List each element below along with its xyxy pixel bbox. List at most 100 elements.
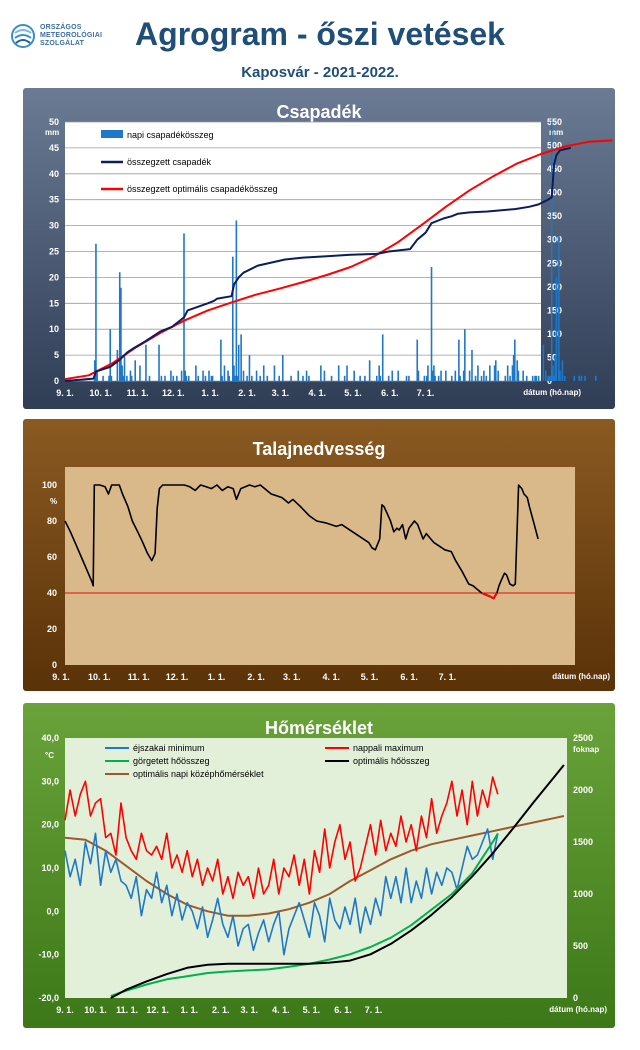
- precip-bar: [522, 370, 524, 381]
- x-tick-label: 2. 1.: [238, 388, 256, 398]
- precip-bar: [305, 370, 308, 381]
- precip-bar: [208, 370, 210, 381]
- y-tick-label: 45: [49, 143, 59, 153]
- precip-bar: [534, 375, 536, 381]
- precip-bar: [164, 375, 166, 381]
- series-line-rolling-heat-sum: [110, 833, 499, 997]
- legend-label: összegzett optimális csapadékösszeg: [127, 184, 278, 194]
- precip-bar: [197, 375, 200, 381]
- logo-line-2: METEOROLÓGIAI: [40, 32, 103, 39]
- precip-bar: [549, 375, 552, 381]
- precip-bar: [130, 375, 133, 381]
- precip-bar: [368, 360, 371, 381]
- y-tick-label: 0: [52, 660, 57, 670]
- precip-bar: [170, 370, 172, 381]
- precip-bar: [233, 365, 235, 381]
- precip-bar: [504, 375, 507, 381]
- precip-bar: [464, 329, 466, 381]
- y-tick-label: 20,0: [41, 820, 59, 830]
- precip-bar: [248, 355, 251, 381]
- legend-label: görgetett hőösszeg: [133, 756, 210, 766]
- legend-label: nappali maximum: [353, 743, 424, 753]
- precip-bar: [95, 243, 97, 381]
- y-right-tick-label: 500: [547, 141, 562, 151]
- precip-bar: [387, 375, 390, 381]
- precip-bar: [129, 370, 132, 381]
- precip-bar: [531, 375, 534, 381]
- x-tick-label: 4. 1.: [323, 672, 341, 682]
- precip-bar: [187, 375, 190, 381]
- y-tick-label: 10: [49, 324, 59, 334]
- precip-bar: [553, 375, 555, 381]
- precip-bar: [353, 370, 355, 381]
- legend-label: éjszakai minimum: [133, 743, 205, 753]
- x-tick-label: 1. 1.: [201, 388, 219, 398]
- precip-bar: [433, 365, 435, 381]
- precip-bar: [558, 235, 560, 381]
- y-tick-label: 0,0: [46, 906, 59, 916]
- precip-bar: [535, 375, 538, 381]
- precip-bar: [359, 375, 361, 381]
- precip-bar: [220, 339, 222, 381]
- precip-bar: [240, 334, 242, 381]
- y-right-tick-label: 2000: [573, 785, 593, 795]
- precip-bar: [102, 375, 104, 381]
- precip-bar: [425, 375, 428, 381]
- x-tick-label: 4. 1.: [272, 1005, 290, 1015]
- precip-bar: [474, 375, 477, 381]
- temperature-title: Hőmérséklet: [264, 718, 374, 738]
- precip-bar: [559, 370, 561, 381]
- x-tick-label: 2. 1.: [247, 672, 265, 682]
- precip-bar: [221, 375, 223, 381]
- page-title: Agrogram - őszi vetések: [135, 16, 505, 52]
- precip-bar: [118, 272, 121, 381]
- x-axis-title: dátum (hó.nap): [549, 1005, 607, 1014]
- x-tick-label: 7. 1.: [439, 672, 457, 682]
- precip-bar: [290, 375, 292, 381]
- precip-bar: [281, 355, 284, 381]
- precip-bar: [509, 375, 511, 381]
- precip-bar: [378, 365, 380, 381]
- precip-bar: [273, 365, 276, 381]
- y-tick-label: 100: [42, 480, 57, 490]
- precip-bar: [552, 365, 554, 381]
- precipitation-chart: 0 5 10 15 20 25 30 35 40 45 500 50 100 150 200 250 300 35…: [45, 117, 613, 398]
- precip-bar: [236, 375, 239, 381]
- y-left-unit: mm: [45, 128, 59, 137]
- y-tick-label: 60: [47, 552, 57, 562]
- precip-bar: [375, 375, 378, 381]
- x-tick-label: 5. 1.: [361, 672, 379, 682]
- precip-bar: [183, 233, 185, 381]
- y-tick-label: -10,0: [38, 950, 59, 960]
- precip-bar: [121, 365, 123, 381]
- x-tick-label: 7. 1.: [365, 1005, 383, 1015]
- x-tick-label: 10. 1.: [89, 388, 112, 398]
- precip-bar: [416, 339, 419, 381]
- legend-label: optimális napi középhőmérséklet: [133, 769, 264, 779]
- precip-bar: [554, 355, 557, 381]
- precip-bar: [379, 375, 382, 381]
- precip-bar: [544, 370, 547, 381]
- precip-bar: [417, 370, 420, 381]
- precipitation-panel: Csapadék 0 5 10 15 20 25 30 35 40 45 500 50 100 150 20…: [23, 88, 615, 409]
- precip-bar: [148, 375, 151, 381]
- x-tick-label: 11. 1.: [127, 388, 149, 398]
- y-right-unit: foknap: [573, 745, 599, 754]
- y-left-unit: °C: [45, 751, 54, 760]
- x-tick-label: 6. 1.: [400, 672, 418, 682]
- y-right-tick-label: 150: [547, 305, 562, 315]
- precip-bar: [450, 375, 453, 381]
- y-tick-label: 25: [49, 247, 59, 257]
- precip-bar: [485, 375, 488, 381]
- precip-bar: [430, 267, 433, 381]
- precip-bar: [172, 375, 175, 381]
- precip-bar: [96, 370, 98, 381]
- y-right-tick-label: 300: [547, 235, 562, 245]
- precip-bar: [120, 287, 122, 381]
- precip-bar: [483, 370, 485, 381]
- precip-bar: [259, 375, 261, 381]
- precip-bar: [497, 370, 499, 381]
- y-right-tick-label: 200: [547, 282, 562, 292]
- series-line-day-maximum: [64, 776, 499, 900]
- precip-bar: [489, 365, 491, 381]
